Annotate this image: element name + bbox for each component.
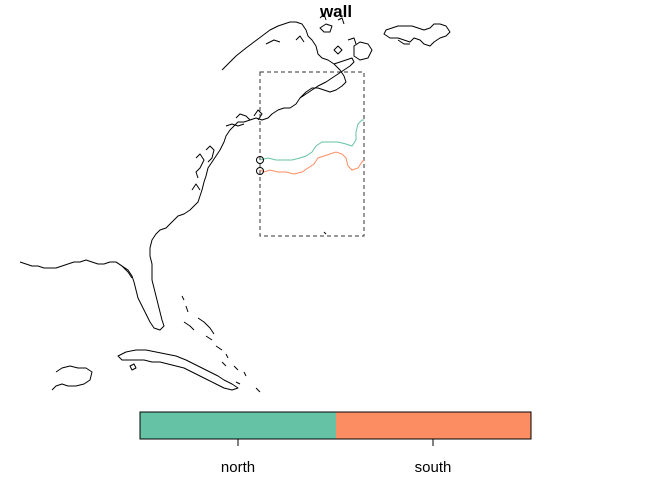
coastline	[19, 13, 451, 393]
florida-gulf-coast	[115, 261, 133, 279]
legend	[139, 411, 532, 446]
legend-swatch-south	[336, 412, 531, 439]
legend-label-south: south	[414, 459, 452, 476]
wall-line-south	[259, 151, 365, 175]
hispaniola	[51, 365, 93, 391]
cuba	[117, 349, 239, 391]
bahamas	[181, 295, 185, 301]
south-start-marker	[256, 167, 264, 175]
newfoundland	[383, 23, 451, 47]
legend-swatch-north	[140, 412, 336, 439]
legend-frame	[139, 411, 532, 440]
us-east-coastline	[19, 21, 347, 331]
wall-line-north	[259, 119, 364, 161]
legend-label-north: north	[220, 459, 256, 476]
nova-scotia	[299, 57, 355, 99]
map-title: wall	[319, 2, 353, 21]
bounding-box	[259, 71, 365, 237]
north-start-marker	[256, 156, 264, 164]
